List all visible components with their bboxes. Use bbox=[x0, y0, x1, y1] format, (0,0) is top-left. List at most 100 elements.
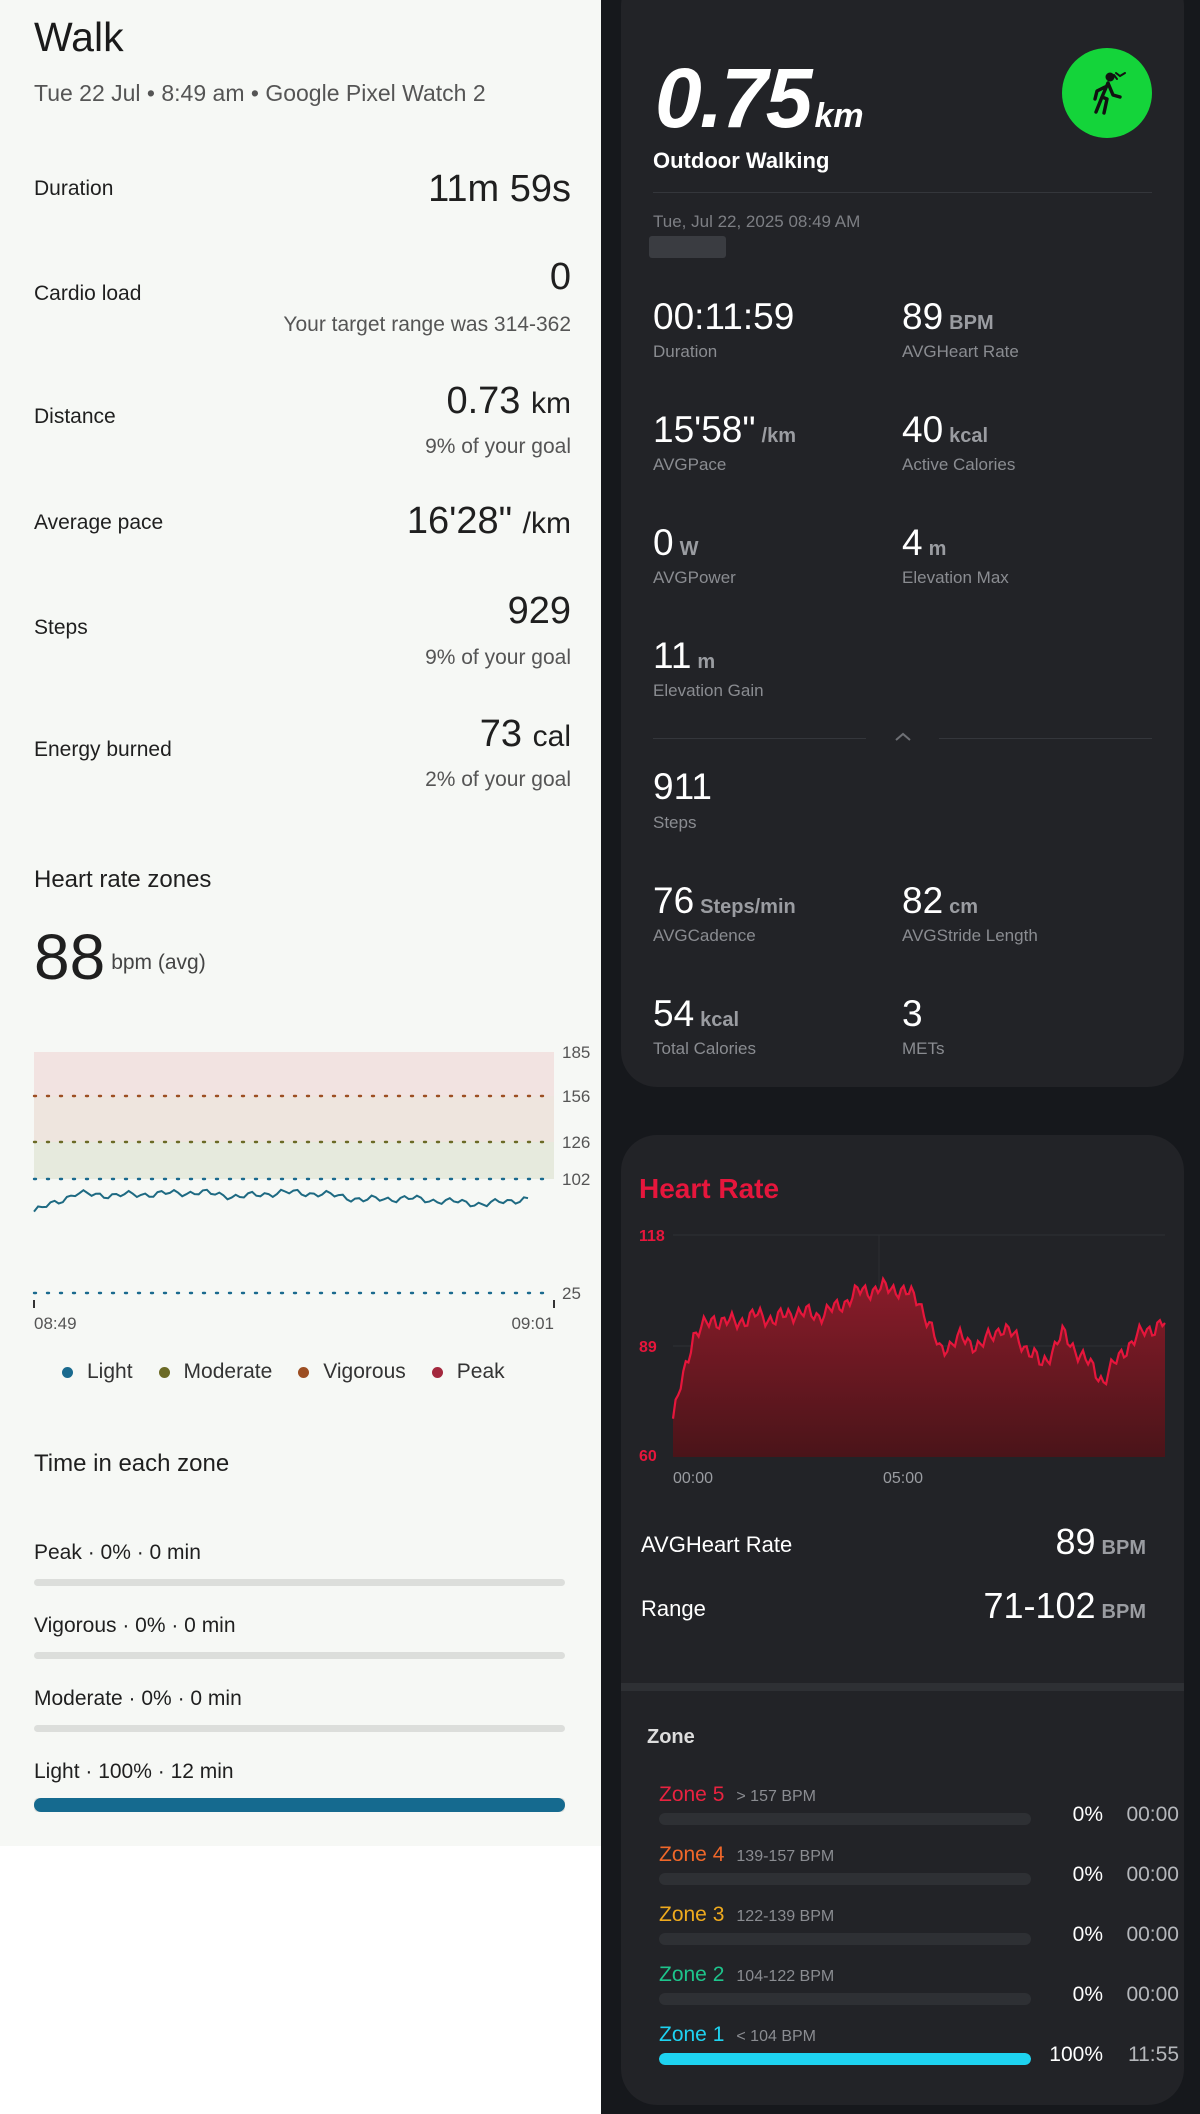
zone-bar-2 bbox=[659, 1993, 1031, 2005]
stat-label-active-calories: Active Calories bbox=[902, 455, 1016, 474]
page-title: Walk bbox=[34, 14, 124, 60]
zone-bpm-4: 139-157 BPM bbox=[736, 1848, 835, 1865]
zone-label-light: Light · 100% · 12 min bbox=[34, 1760, 234, 1783]
section-separator bbox=[621, 1683, 1184, 1691]
zone-time-1: 11:55 bbox=[1128, 2043, 1179, 2066]
y-tick-label-4: 25 bbox=[562, 1284, 581, 1303]
zone-pct-2: 0% bbox=[1072, 1983, 1103, 2006]
zone-row-2: Zone 2 104-122 BPM 0% 00:00 bbox=[659, 1963, 1179, 2013]
zone-pct-5: 0% bbox=[1072, 1803, 1103, 1826]
stat-value-avg-cadence: 76 Steps/min bbox=[653, 880, 796, 921]
zone-row-5: Zone 5 > 157 BPM 0% 00:00 bbox=[659, 1783, 1179, 1833]
legend-dot-light bbox=[62, 1366, 73, 1378]
stat-label-avg-stride-length: AVGStride Length bbox=[902, 926, 1038, 945]
heart-rate-average: 88 bpm (avg) bbox=[34, 921, 206, 993]
zone-band-0 bbox=[34, 1052, 554, 1096]
stat-label-avg-heart-rate: AVGHeart Rate bbox=[902, 342, 1019, 361]
stat-value-mets: 3 bbox=[902, 993, 923, 1034]
zone-name-1: Zone 1 bbox=[659, 2023, 725, 2046]
stat-label-avg-pace: AVGPace bbox=[653, 455, 727, 474]
zone-bar-fill-1 bbox=[659, 2053, 1031, 2065]
zone-track-vigorous bbox=[34, 1652, 565, 1659]
y-tick-label-3: 102 bbox=[562, 1170, 590, 1189]
stat-label-duration: Duration bbox=[653, 342, 718, 361]
zone-bar-1 bbox=[659, 2053, 1031, 2065]
zone-row-1: Zone 1 < 104 BPM 100% 11:55 bbox=[659, 2023, 1179, 2073]
zone-row-vigorous: Vigorous · 0% · 0 min bbox=[34, 1614, 565, 1659]
zone-name-3: Zone 3 bbox=[659, 1903, 725, 1926]
metric-note-energy-burned: 2% of your goal bbox=[425, 768, 571, 791]
y-tick-label-2: 60 bbox=[639, 1448, 657, 1465]
heart-rate-line bbox=[33, 1188, 529, 1213]
zone-band-2 bbox=[34, 1142, 554, 1179]
metric-value-duration: 11m 59s bbox=[428, 168, 571, 210]
zone-time-4: 00:00 bbox=[1126, 1863, 1179, 1886]
zone-fill-light bbox=[34, 1798, 565, 1812]
zone-track-moderate bbox=[34, 1725, 565, 1732]
heart-rate-zones-title: Heart rate zones bbox=[34, 866, 212, 893]
zone-name-5: Zone 5 bbox=[659, 1783, 725, 1806]
legend-item-light: Light bbox=[62, 1360, 133, 1384]
zone-band-1 bbox=[34, 1096, 554, 1142]
stat-value-duration: 00:11:59 bbox=[653, 296, 795, 337]
workout-summary-card bbox=[621, 0, 1184, 1087]
redacted-location bbox=[649, 236, 726, 258]
walking-person-icon bbox=[1062, 48, 1152, 138]
zone-bar-4 bbox=[659, 1873, 1031, 1885]
heart-rate-line bbox=[671, 1275, 1166, 1419]
legend-item-peak: Peak bbox=[431, 1360, 505, 1384]
heart-rate-area-chart: 118 89 60 00:00 05:00 bbox=[639, 1228, 1166, 1487]
walking-figure-glyph bbox=[1093, 72, 1126, 115]
zone-bar-5 bbox=[659, 1813, 1031, 1825]
stat-value-elevation-gain: 11 m bbox=[653, 635, 716, 676]
zone-time-3: 00:00 bbox=[1126, 1923, 1179, 1946]
x-tick-label-start: 08:49 bbox=[34, 1314, 77, 1333]
zone-row-moderate: Moderate · 0% · 0 min bbox=[34, 1687, 565, 1732]
metric-value-distance: 0.73 km bbox=[446, 380, 571, 422]
x-tick-label-mid: 05:00 bbox=[883, 1470, 923, 1487]
walk-summary-panel: Walk Tue 22 Jul • 8:49 am • Google Pixel… bbox=[0, 0, 601, 1846]
metric-value-energy-burned: 73 cal bbox=[479, 713, 571, 755]
metric-note-distance: 9% of your goal bbox=[425, 435, 571, 458]
zone-bar-3 bbox=[659, 1933, 1031, 1945]
y-tick-label-0: 118 bbox=[639, 1228, 665, 1245]
stat-value-avg-heart-rate: 89 BPM bbox=[902, 296, 994, 337]
avg-hr-label: AVGHeart Rate bbox=[641, 1532, 793, 1557]
zone-bpm-2: 104-122 BPM bbox=[736, 1968, 835, 1985]
legend-item-moderate: Moderate bbox=[158, 1360, 272, 1384]
zone-track-peak bbox=[34, 1579, 565, 1586]
stat-label-avg-cadence: AVGCadence bbox=[653, 926, 756, 945]
heart-rate-title: Heart Rate bbox=[639, 1173, 780, 1204]
stat-label-steps: Steps bbox=[653, 813, 697, 832]
zone-label-peak: Peak · 0% · 0 min bbox=[34, 1541, 201, 1564]
legend-item-vigorous: Vigorous bbox=[298, 1360, 406, 1384]
zone-bpm-5: > 157 BPM bbox=[736, 1788, 816, 1805]
y-tick-label-2: 126 bbox=[562, 1133, 590, 1152]
range-value: 71-102 BPM bbox=[983, 1585, 1146, 1626]
zone-time-5: 00:00 bbox=[1126, 1803, 1179, 1826]
stat-label-avg-power: AVGPower bbox=[653, 568, 736, 587]
metric-value-steps: 929 bbox=[507, 590, 571, 632]
zone-row-light: Light · 100% · 12 min bbox=[34, 1760, 565, 1812]
y-tick-label-0: 185 bbox=[562, 1043, 590, 1062]
zone-bpm-1: < 104 BPM bbox=[736, 2028, 816, 2045]
stat-label-mets: METs bbox=[902, 1039, 945, 1058]
avg-hr-value: 89 BPM bbox=[1055, 1521, 1147, 1562]
zone-bpm-3: 122-139 BPM bbox=[736, 1908, 835, 1925]
distance-value: 0.75 km bbox=[655, 51, 864, 145]
divider-right bbox=[939, 738, 1152, 739]
stat-value-total-calories: 54 kcal bbox=[653, 993, 740, 1034]
chevron-up-glyph bbox=[895, 732, 911, 741]
zone-title: Zone bbox=[647, 1726, 695, 1748]
chevron-up-icon[interactable] bbox=[892, 726, 914, 748]
stat-value-avg-pace: 15'58"/km bbox=[653, 409, 796, 450]
zone-row-peak: Peak · 0% · 0 min bbox=[34, 1541, 565, 1586]
divider bbox=[653, 192, 1152, 193]
metric-label-average-pace: Average pace bbox=[34, 511, 164, 534]
zone-name-4: Zone 4 bbox=[659, 1843, 725, 1866]
zone-label-vigorous: Vigorous · 0% · 0 min bbox=[34, 1614, 236, 1637]
stat-value-steps: 911 bbox=[653, 766, 712, 807]
zone-label-moderate: Moderate · 0% · 0 min bbox=[34, 1687, 242, 1710]
